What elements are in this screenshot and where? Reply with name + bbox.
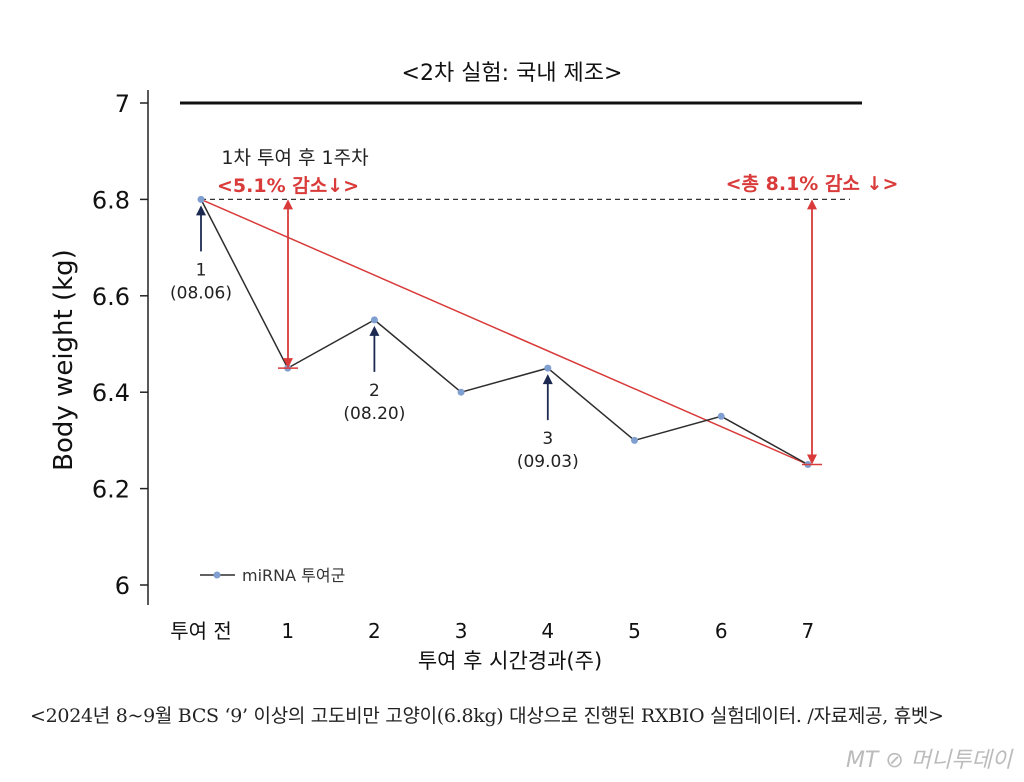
dose-date: (08.20) (343, 404, 405, 424)
caption: <2024년 8~9월 BCS ‘9’ 이상의 고도비만 고양이(6.8kg) … (30, 705, 944, 727)
legend: miRNA 투여군 (200, 566, 345, 585)
x-tick-label: 투여 전 (170, 619, 232, 643)
line-chart: <2차 실험: 국내 제조> 6 6.2 6.4 6.6 6.8 7 투여 전 1 2 3 4 5 6… (49, 61, 899, 673)
x-axis-label: 투여 후 시간경과(주) (418, 649, 602, 673)
legend-label: miRNA 투여군 (242, 566, 345, 585)
dose-number: 2 (369, 381, 380, 401)
data-point (717, 412, 725, 420)
trend-line (200, 198, 809, 466)
dose-date: (09.03) (517, 452, 579, 472)
data-point (197, 195, 205, 203)
dose-arrow-head (542, 374, 553, 385)
y-tick-label: 7 (115, 90, 130, 118)
series-line (200, 199, 809, 466)
data-point (544, 364, 552, 372)
y-tick-label: 6.6 (92, 283, 130, 311)
x-tick-label: 7 (802, 619, 815, 643)
total-drop-label: <총 8.1% 감소 ↓> (726, 173, 899, 195)
legend-marker (213, 571, 221, 579)
dose-arrow-head (369, 325, 380, 336)
y-axis-label: Body weight (kg) (49, 249, 79, 471)
data-point (370, 316, 378, 324)
dose-date: (08.06) (170, 283, 232, 303)
x-tick-label: 6 (715, 619, 728, 643)
dose-arrow-head (196, 205, 206, 216)
x-tick-label: 2 (368, 619, 381, 643)
week1-drop-label: <5.1% 감소↓> (217, 175, 359, 197)
x-tick-label: 5 (628, 619, 641, 643)
x-tick-label: 4 (541, 619, 554, 643)
y-tick-label: 6 (115, 572, 130, 600)
data-point (631, 436, 638, 444)
dose-number: 1 (196, 260, 207, 280)
watermark-logo: MT ⊘ 머니투데이 (845, 748, 1012, 773)
dose-number: 3 (542, 429, 553, 449)
week1-drop-arrow-head-up (283, 199, 293, 210)
chart-title: <2차 실험: 국내 제조> (402, 61, 623, 86)
total-drop-arrow-head-up (807, 199, 817, 210)
total-drop-arrow-head-down (807, 454, 817, 465)
week1-drop-arrow-head-down (283, 358, 293, 369)
y-tick-label: 6.8 (92, 186, 130, 214)
y-tick-label: 6.2 (92, 476, 130, 504)
data-point (457, 388, 465, 396)
week1-title: 1차 투여 후 1주차 (221, 147, 368, 169)
x-tick-label: 1 (281, 619, 294, 643)
y-tick-label: 6.4 (92, 379, 130, 407)
x-tick-label: 3 (455, 619, 468, 643)
